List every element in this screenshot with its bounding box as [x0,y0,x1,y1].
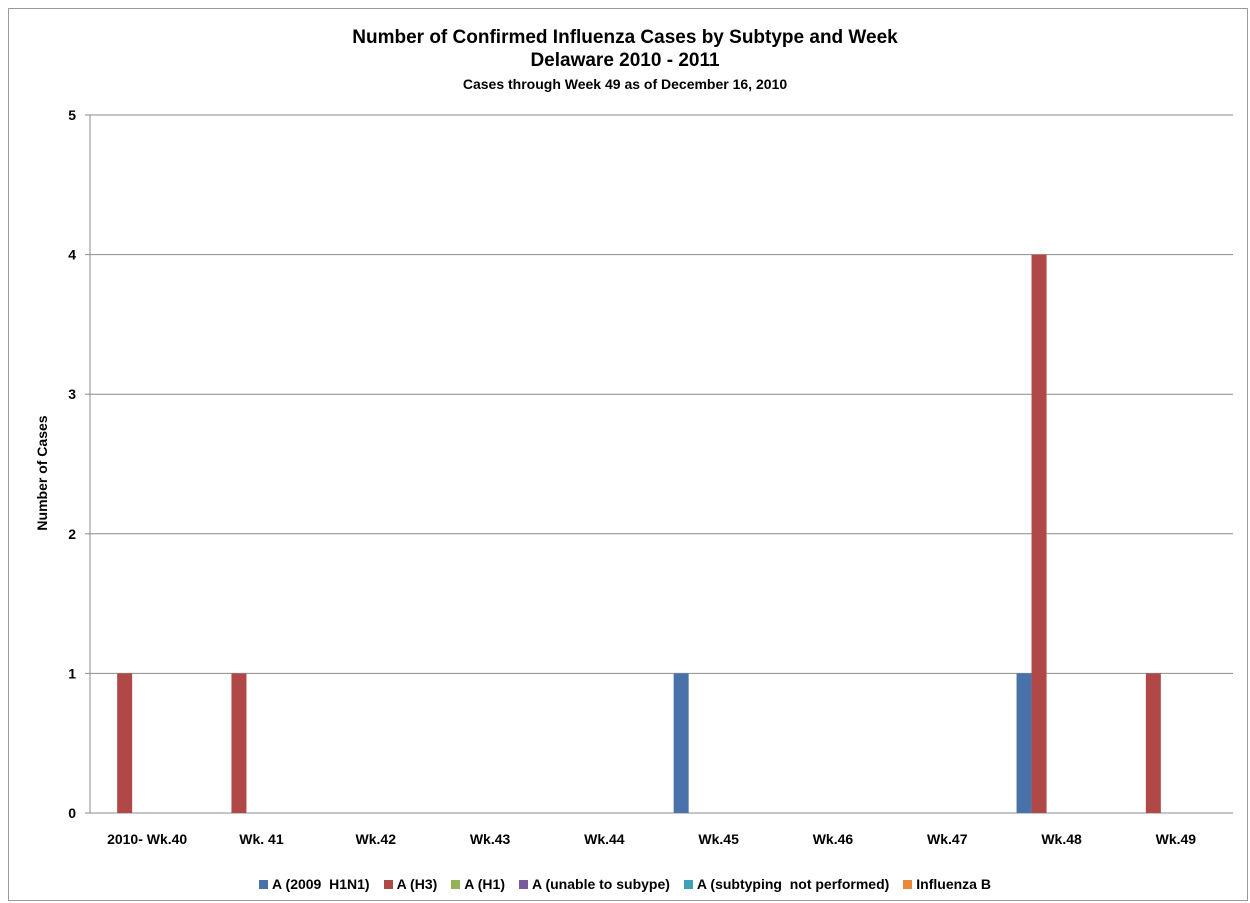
legend-label: Influenza B [916,876,991,892]
bar [1031,254,1047,814]
x-tick-label: Wk.43 [470,831,511,847]
legend-label: A (H3) [396,876,438,892]
x-tick-label: 2010- Wk.40 [107,831,187,847]
legend-label: A (unable to subype) [531,876,670,892]
x-tick-label: Wk.46 [813,831,854,847]
y-tick-label: 4 [68,247,76,263]
x-tick-label: Wk.44 [584,831,625,847]
legend: A (2009 H1N1) A (H3) A (H1) A (unable to su… [0,876,1250,892]
chart-subtitle-2: Cases through Week 49 as of December 16,… [462,76,788,92]
legend-swatch [518,879,528,889]
x-tick-label: Wk.42 [356,831,397,847]
x-tick-label: Wk. 41 [239,831,284,847]
y-tick-label: 0 [68,805,76,821]
legend-swatch [683,879,693,889]
y-tick-label: 3 [68,386,76,402]
legend-item: A (H3) [383,876,438,892]
legend-item: Influenza B [903,876,991,892]
y-tick-label: 1 [68,665,76,681]
legend-swatch [259,879,269,889]
bar [231,673,247,813]
bar [673,673,689,813]
x-tick-label: Wk.45 [698,831,739,847]
bar [117,673,133,813]
x-tick-label: Wk.48 [1041,831,1082,847]
bar [1016,673,1032,813]
legend-swatch [451,879,461,889]
legend-label: A (subtyping not performed) [696,876,890,892]
y-tick-label: 5 [68,107,76,123]
x-tick-label: Wk.47 [927,831,968,847]
legend-item: A (2009 H1N1) [259,876,370,892]
legend-item: A (H1) [451,876,505,892]
legend-label: A (H1) [464,876,505,892]
legend-item: A (unable to subype) [518,876,670,892]
bar [1145,673,1161,813]
chart-subtitle: Delaware 2010 - 2011 [530,50,720,71]
x-tick-label: Wk.49 [1156,831,1197,847]
legend-swatch [903,879,913,889]
legend-item: A (subtyping not performed) [683,876,890,892]
chart-title: Number of Confirmed Influenza Cases by S… [352,27,898,48]
y-tick-label: 2 [68,526,76,542]
legend-label: A (2009 H1N1) [272,876,370,892]
legend-swatch [383,879,393,889]
